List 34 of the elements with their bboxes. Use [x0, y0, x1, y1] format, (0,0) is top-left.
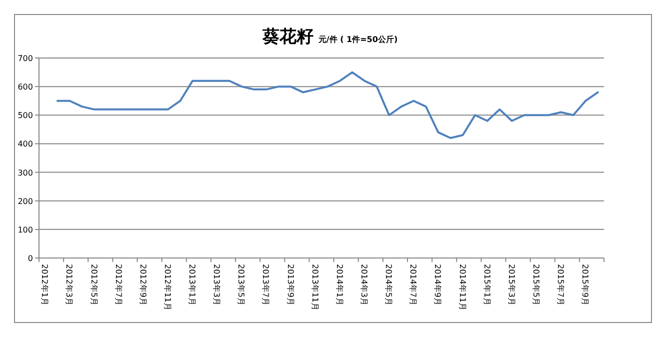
x-tick-label: 2012年11月	[162, 264, 172, 311]
x-tick-label: 2015年1月	[482, 264, 492, 306]
y-tick-label: 0	[28, 254, 33, 263]
chart-subtitle: 元/件 ( 1件=50公斤)	[317, 35, 398, 44]
x-tick-label: 2012年1月	[40, 264, 50, 306]
x-tick-label: 2012年7月	[114, 264, 123, 306]
x-tick-label: 2013年1月	[188, 264, 197, 306]
x-tick-label: 2015年7月	[556, 264, 566, 306]
x-tick-label: 2012年3月	[64, 264, 74, 306]
x-tick-label: 2013年9月	[286, 264, 295, 306]
y-tick-label: 500	[18, 111, 33, 120]
x-tick-label: 2014年5月	[384, 264, 394, 306]
x-tick-label: 2013年7月	[261, 264, 270, 306]
y-tick-label: 300	[18, 168, 33, 178]
x-tick-label: 2012年9月	[138, 264, 148, 306]
y-tick-label: 700	[18, 54, 33, 63]
x-tick-label: 2015年3月	[506, 264, 516, 306]
y-tick-label: 600	[18, 82, 33, 92]
x-tick-label: 2012年5月	[89, 264, 98, 306]
y-tick-label: 400	[18, 140, 33, 149]
x-tick-label: 2014年1月	[334, 264, 344, 306]
x-tick-label: 2013年3月	[212, 264, 222, 306]
x-tick-label: 2014年7月	[408, 264, 418, 306]
x-tick-label: 2014年3月	[359, 264, 368, 306]
x-tick-label: 2015年5月	[531, 264, 540, 306]
x-tick-label: 2013年5月	[236, 264, 246, 306]
x-tick-label: 2014年9月	[433, 264, 442, 306]
chart-title: 葵花籽	[261, 27, 314, 47]
x-tick-label: 2014年11月	[458, 264, 467, 311]
y-tick-label: 200	[18, 196, 33, 206]
line-series	[56, 71, 599, 139]
x-tick-label: 2013年11月	[310, 264, 320, 311]
x-tick-label: 2015年9月	[580, 264, 590, 306]
y-tick-label: 100	[18, 225, 33, 234]
